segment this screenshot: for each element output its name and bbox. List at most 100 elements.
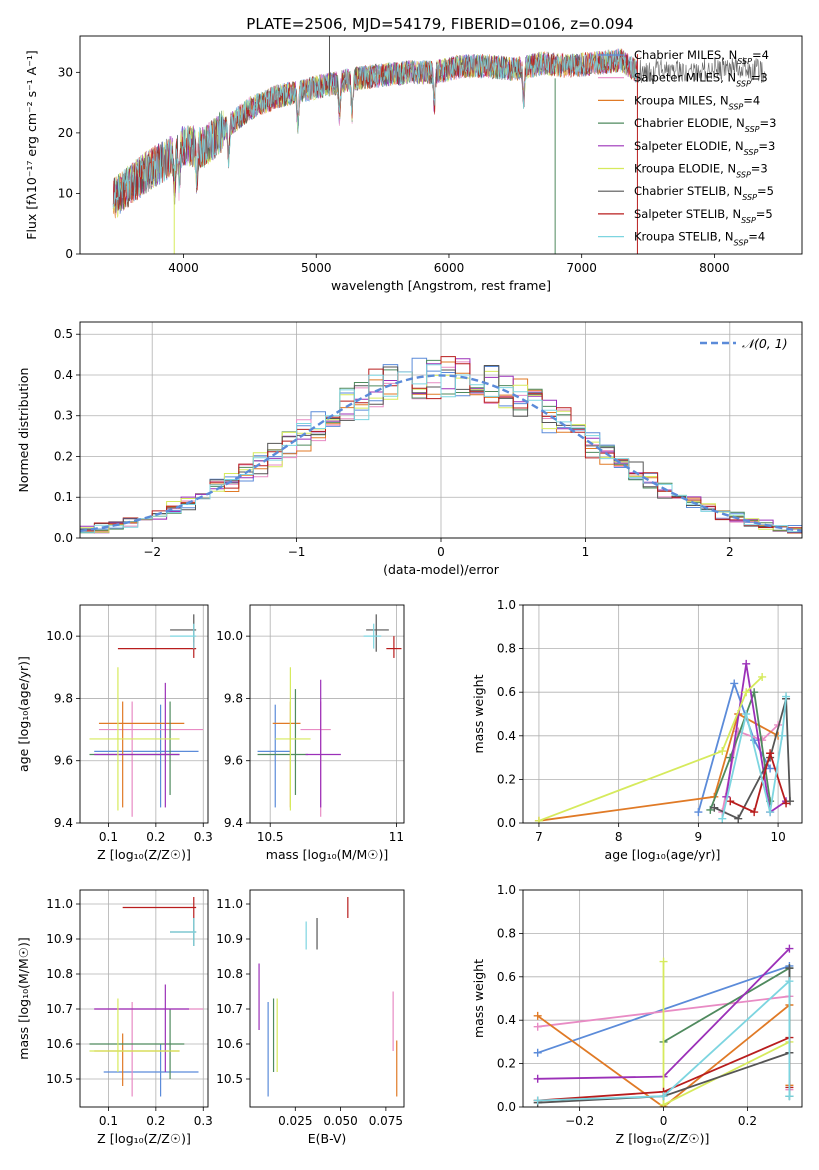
Z-age-ytick-label: 9.8	[54, 691, 73, 705]
Z-weight-ytick-label: 1.0	[497, 883, 516, 897]
legend-label: Chabrier STELIB, NSSP=5	[634, 184, 774, 202]
Z-weight-marker	[785, 964, 794, 973]
Z-weight-xtick-label: −0.2	[565, 1114, 594, 1128]
mass-age-ytick-label: 9.4	[224, 816, 243, 830]
age-weight-marker	[766, 749, 775, 758]
age-weight-marker	[782, 799, 791, 808]
ebv-mass-ytick-label: 10.8	[216, 967, 243, 981]
Z-weight-marker	[785, 977, 794, 986]
Z-mass-ytick-label: 10.9	[46, 932, 73, 946]
Z-mass-ytick-label: 10.8	[46, 967, 73, 981]
Z-weight-marker	[533, 1011, 542, 1020]
age-weight-marker	[742, 710, 751, 718]
Z-weight-marker	[659, 957, 668, 966]
Z-mass-panel: 0.1 0.2 0.3 10.5 10.6 10.7 10.8 10.9 11.0 Z [log₁…	[16, 889, 213, 1146]
age-weight-ytick-label: 0.2	[497, 772, 516, 786]
residuals-xtick-label: −1	[288, 545, 306, 559]
Z-mass-xtick-label: 0.3	[194, 1114, 213, 1128]
ebv-mass-ytick-label: 10.5	[216, 1072, 243, 1086]
residuals-legend: 𝒩(0, 1)	[700, 336, 788, 351]
legend-label: Chabrier ELODIE, NSSP=3	[634, 116, 776, 134]
Z-weight-marker	[785, 1092, 794, 1101]
Z-age-xlabel: Z [log₁₀(Z/Z☉)]	[97, 847, 191, 862]
residuals-ytick-label: 0.4	[54, 368, 73, 382]
ebv-mass-ytick-label: 10.6	[216, 1037, 243, 1051]
age-weight-marker	[778, 731, 787, 740]
Z-mass-xtick-label: 0.2	[146, 1114, 165, 1128]
ebv-mass-xtick-label: 0.075	[369, 1114, 403, 1128]
mass-age-ytick-label: 9.8	[224, 691, 243, 705]
age-weight-marker	[718, 814, 727, 823]
ebv-mass-ticks	[246, 903, 387, 1111]
age-weight-marker	[726, 797, 735, 806]
Z-age-ytick-label: 9.6	[54, 754, 73, 768]
Z-mass-xtick-label: 0.1	[99, 1114, 118, 1128]
age-weight-marker	[734, 814, 743, 823]
spectrum-xtick-label: 8000	[699, 261, 730, 275]
mass-age-xtick-label: 10.5	[257, 830, 284, 844]
residuals-ytick-label: 0.5	[54, 327, 73, 341]
age-weight-marker	[742, 688, 751, 697]
spectrum-ticks	[76, 71, 715, 258]
residuals-xlabel: (data-model)/error	[383, 562, 500, 577]
spectrum-ytick-label: 0	[65, 247, 73, 261]
Z-weight-xlabel: Z [log₁₀(Z/Z☉)]	[616, 1131, 710, 1146]
residuals-xtick-label: 1	[582, 545, 590, 559]
Z-age-ytick-label: 10.0	[46, 629, 73, 643]
residuals-ytick-label: 0.0	[54, 531, 73, 545]
mass-age-frame	[249, 604, 405, 824]
age-weight-ytick-label: 0.4	[497, 729, 516, 743]
spectrum-legend: Chabrier MILES, NSSP=4 Salpeter MILES, NS…	[598, 48, 776, 247]
legend-label: Salpeter STELIB, NSSP=5	[634, 207, 773, 225]
Z-age-xtick-label: 0.2	[146, 830, 165, 844]
residuals-xtick-label: −2	[143, 545, 161, 559]
age-weight-marker	[782, 692, 791, 701]
Z-weight-marker	[533, 1074, 542, 1083]
ebv-mass-xtick-label: 0.050	[323, 1114, 357, 1128]
Z-mass-frame	[79, 889, 209, 1108]
Z-weight-ytick-label: 0.6	[497, 970, 516, 984]
residuals-ylabel: Normed distribution	[16, 368, 31, 493]
age-weight-ytick-label: 1.0	[497, 598, 516, 612]
residuals-ytick-label: 0.1	[54, 490, 73, 504]
spectrum-series-6	[112, 49, 765, 213]
age-weight-marker	[766, 808, 775, 817]
age-weight-panel: 7 8 9 10 0.0 0.2 0.4 0.6 0.8 1.0 age [log₁₀(age/yr…	[471, 598, 803, 862]
age-weight-marker	[534, 816, 543, 823]
residuals-ytick-label: 0.2	[54, 449, 73, 463]
Z-age-frame	[79, 604, 209, 824]
spectrum-xtick-label: 6000	[434, 261, 465, 275]
mass-age-ytick-label: 10.0	[216, 629, 243, 643]
residuals-ytick-label: 0.3	[54, 409, 73, 423]
ebv-mass-frame	[249, 889, 405, 1108]
Z-weight-xtick-label: 0.2	[738, 1114, 757, 1128]
ebv-mass-ytick-label: 11.0	[216, 897, 243, 911]
spectrum-frame	[79, 35, 803, 255]
age-weight-marker	[710, 803, 719, 812]
spectrum-plot-area	[112, 36, 765, 254]
mass-age-ytick-label: 9.6	[224, 754, 243, 768]
figure-title: PLATE=2506, MJD=54179, FIBERID=0106, z=0…	[246, 15, 633, 33]
Z-weight-ytick-label: 0.4	[497, 1013, 516, 1027]
Z-weight-series-8	[537, 979, 791, 1102]
spectrum-ytick-label: 20	[58, 126, 73, 140]
age-weight-marker	[742, 659, 751, 668]
ebv-mass-ytick-label: 10.7	[216, 1002, 243, 1016]
ebv-mass-xlabel: E(B-V)	[308, 1131, 347, 1146]
spectrum-panel: 4000 5000 6000 7000 8000 0 10 20 30 wavelength [A…	[24, 35, 803, 293]
residual-hist-8	[80, 364, 802, 533]
ebv-mass-xtick-label: 0.025	[278, 1114, 312, 1128]
legend-label: Salpeter ELODIE, NSSP=3	[634, 139, 775, 157]
Z-weight-ytick-label: 0.2	[497, 1057, 516, 1071]
age-weight-marker	[766, 764, 775, 773]
mass-age-ticks	[246, 635, 397, 827]
Z-mass-ytick-label: 10.5	[46, 1072, 73, 1086]
Z-weight-ylabel: mass weight	[471, 959, 486, 1038]
residuals-frame	[79, 321, 803, 539]
Z-weight-marker	[659, 1092, 668, 1101]
Z-weight-marker	[533, 1048, 542, 1057]
ebv-mass-panel: 0.025 0.050 0.075 10.5 10.6 10.7 10.8 10.9 11.0 E…	[216, 889, 405, 1146]
Z-weight-marker	[785, 944, 794, 953]
age-weight-ticks	[519, 604, 779, 827]
